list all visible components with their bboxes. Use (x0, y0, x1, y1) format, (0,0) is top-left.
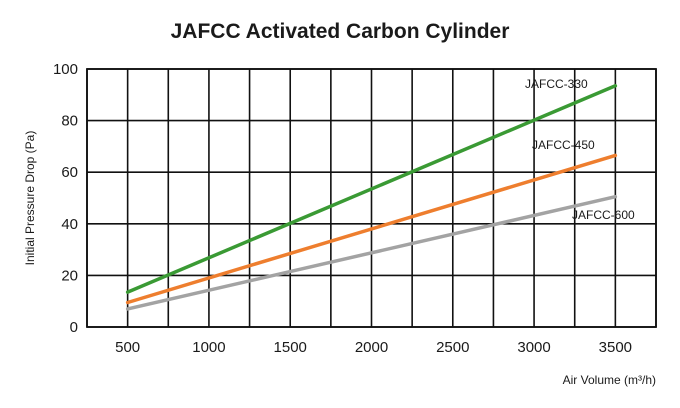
series-line-jafcc-450 (125, 153, 618, 305)
plot-frame (86, 68, 657, 328)
y-tick-label: 60 (61, 164, 78, 181)
x-tick-label: 1500 (274, 339, 307, 356)
y-axis-ticks: 0 20 40 60 80 100 (53, 61, 78, 336)
x-axis-ticks: 500 1000 1500 2000 2500 3000 3500 (115, 339, 632, 356)
x-tick-label: 500 (115, 339, 140, 356)
series-line-jafcc-330 (125, 84, 618, 294)
series-lines (125, 84, 618, 311)
series-label: JAFCC-450 (532, 138, 595, 152)
x-tick-label: 2000 (355, 339, 388, 356)
y-tick-label: 0 (70, 319, 78, 336)
y-tick-label: 40 (61, 216, 78, 233)
series-line-jafcc-600 (125, 194, 618, 311)
x-tick-label: 3500 (599, 339, 632, 356)
series-labels: JAFCC-330 JAFCC-450 JAFCC-600 (525, 77, 635, 222)
y-tick-label: 100 (53, 61, 78, 78)
x-axis-label: Air Volume (m³/h) (563, 373, 656, 387)
x-tick-label: 1000 (192, 339, 225, 356)
y-tick-label: 80 (61, 113, 78, 130)
chart-title: JAFCC Activated Carbon Cylinder (170, 20, 510, 43)
x-tick-label: 2500 (436, 339, 469, 356)
y-axis-label: Initial Pressure Drop (Pa) (23, 131, 37, 266)
x-tick-label: 3000 (517, 339, 550, 356)
chart-grid (86, 68, 657, 328)
series-label: JAFCC-600 (572, 208, 635, 222)
y-tick-label: 20 (61, 267, 78, 284)
series-label: JAFCC-330 (525, 77, 588, 91)
